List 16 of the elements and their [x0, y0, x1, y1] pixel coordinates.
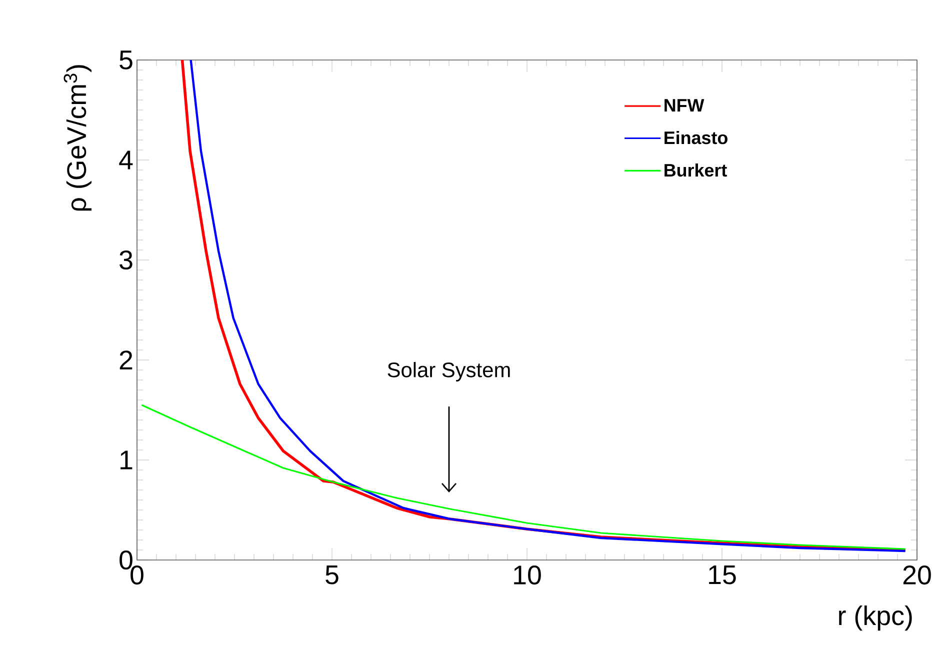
x-tick-label: 15	[709, 566, 736, 584]
legend-label: Burkert	[664, 163, 727, 177]
y-axis-title: ρ (GeV/cm$^{3}$)	[64, 65, 92, 211]
y-tick-label: 0	[120, 550, 132, 570]
x-tick-label: 5	[326, 566, 338, 584]
x-tick-label: 20	[903, 566, 931, 585]
x-tick-label: 10	[514, 566, 541, 585]
y-tick-label: 1	[120, 450, 132, 470]
x-axis-title: r (kpc)	[839, 606, 912, 631]
y-tick-label: 5	[120, 50, 132, 70]
legend-label: NFW	[664, 99, 704, 112]
y-tick-label: 3	[120, 250, 132, 270]
legend-label: Einasto	[664, 131, 728, 144]
y-tick-label: 2	[120, 350, 132, 370]
annotation: Solar System	[388, 362, 510, 382]
y-tick-label: 4	[119, 150, 133, 170]
